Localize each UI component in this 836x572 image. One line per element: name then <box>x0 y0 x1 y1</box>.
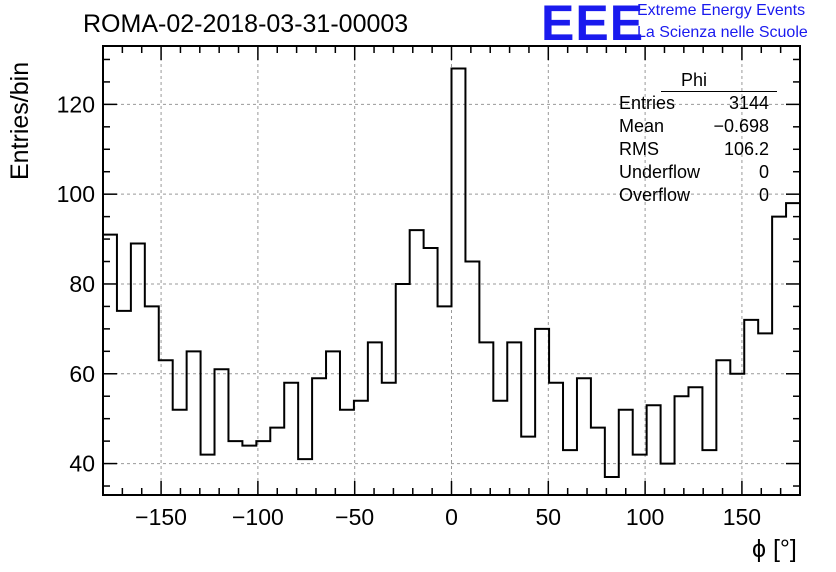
y-tick-label: 40 <box>69 451 95 477</box>
histogram-bin <box>340 410 354 495</box>
histogram-bin <box>786 203 800 495</box>
histogram-bin <box>438 306 452 495</box>
x-tick-label: −100 <box>232 504 284 530</box>
x-tick-label: 150 <box>723 504 761 530</box>
histogram-bin <box>535 329 549 495</box>
histogram-bin <box>228 441 242 495</box>
histogram-bin <box>382 383 396 495</box>
stats-label: Overflow <box>619 185 691 205</box>
histogram-bin <box>256 441 270 495</box>
x-tick-label: −50 <box>335 504 374 530</box>
axis-ticks <box>103 46 800 495</box>
histogram-bin <box>242 446 256 495</box>
histogram-outline <box>103 67 800 479</box>
stats-row-overflow: Overflow 0 <box>611 184 777 207</box>
stats-row-mean: Mean −0.698 <box>611 115 777 138</box>
histogram-bin <box>619 410 633 495</box>
histogram-bin <box>201 455 215 495</box>
histogram-bin <box>103 235 117 495</box>
histogram-bin <box>521 437 535 495</box>
y-tick-label: 120 <box>57 91 95 117</box>
histogram-bin <box>354 401 368 495</box>
stats-value: −0.698 <box>713 116 769 136</box>
histogram-bin <box>661 464 675 495</box>
x-tick-label: 50 <box>536 504 562 530</box>
histogram-bin <box>633 455 647 495</box>
histogram-bin <box>493 401 507 495</box>
stats-box: Phi Entries 3144 Mean −0.698 RMS 106.2 Unde… <box>611 70 777 207</box>
histogram-bin <box>452 68 466 495</box>
histogram-bin <box>702 450 716 495</box>
histogram-bin <box>159 360 173 495</box>
histogram-bin <box>424 248 438 495</box>
stats-label: Mean <box>619 116 665 136</box>
y-tick-label: 60 <box>69 361 95 387</box>
histogram-bin <box>410 230 424 495</box>
histogram-bin <box>479 342 493 495</box>
histogram-bin <box>744 320 758 495</box>
histogram-bin <box>312 378 326 495</box>
x-tick-label: −150 <box>135 504 187 530</box>
x-axis-label: ϕ [°] <box>752 535 797 563</box>
stats-row-underflow: Underflow 0 <box>611 161 777 184</box>
histogram-bin <box>758 333 772 495</box>
logo-line-1: Extreme Energy Events <box>637 2 806 19</box>
stats-label: RMS <box>619 139 659 159</box>
stats-name: Phi <box>680 70 707 90</box>
axis-tick-labels: −150 −100 −50 0 50 100 150 40 60 80 100 120 <box>57 91 761 530</box>
histogram-bin <box>577 378 591 495</box>
histogram-bin <box>270 428 284 495</box>
x-tick-label: 100 <box>626 504 664 530</box>
stats-value: 0 <box>758 162 769 182</box>
histogram-bin <box>396 284 410 495</box>
histogram-bin <box>688 387 702 495</box>
histogram-bin <box>772 217 786 495</box>
histogram-bin <box>326 351 340 495</box>
histogram-bin <box>563 450 577 495</box>
histogram-bin <box>507 342 521 495</box>
histogram-bin <box>549 383 563 495</box>
histogram-bin <box>187 351 201 495</box>
histogram-bin <box>675 396 689 495</box>
y-tick-label: 80 <box>69 271 95 297</box>
histogram-bin <box>284 383 298 495</box>
stats-value: 3144 <box>728 93 769 113</box>
histogram-bin <box>173 410 187 495</box>
chart-title: ROMA-02-2018-03-31-00003 <box>83 10 409 38</box>
x-tick-label: 0 <box>445 504 458 530</box>
stats-label: Entries <box>619 93 676 113</box>
stats-label: Underflow <box>619 162 701 182</box>
eee-logo: EEE <box>541 0 645 51</box>
histogram-bin <box>117 311 131 495</box>
y-axis-label: Entries/bin <box>6 61 34 180</box>
y-tick-label: 100 <box>57 181 95 207</box>
stats-value: 0 <box>758 185 769 205</box>
histogram-bin <box>730 374 744 495</box>
logo-line-2: La Scienza nelle Scuole <box>637 24 808 41</box>
histogram-bin <box>605 477 619 495</box>
stats-header: Phi <box>661 70 777 92</box>
histogram-bin <box>368 342 382 495</box>
stats-value: 106.2 <box>723 139 769 159</box>
histogram-bin <box>298 459 312 495</box>
histogram-bin <box>591 428 605 495</box>
histogram-bin <box>215 369 229 495</box>
stats-row-entries: Entries 3144 <box>611 92 777 115</box>
histogram-bin <box>465 262 479 495</box>
stats-row-rms: RMS 106.2 <box>611 138 777 161</box>
histogram-bin <box>131 244 145 495</box>
histogram-bin <box>145 306 159 495</box>
histogram-bin <box>647 405 661 495</box>
histogram-bin <box>716 360 730 495</box>
